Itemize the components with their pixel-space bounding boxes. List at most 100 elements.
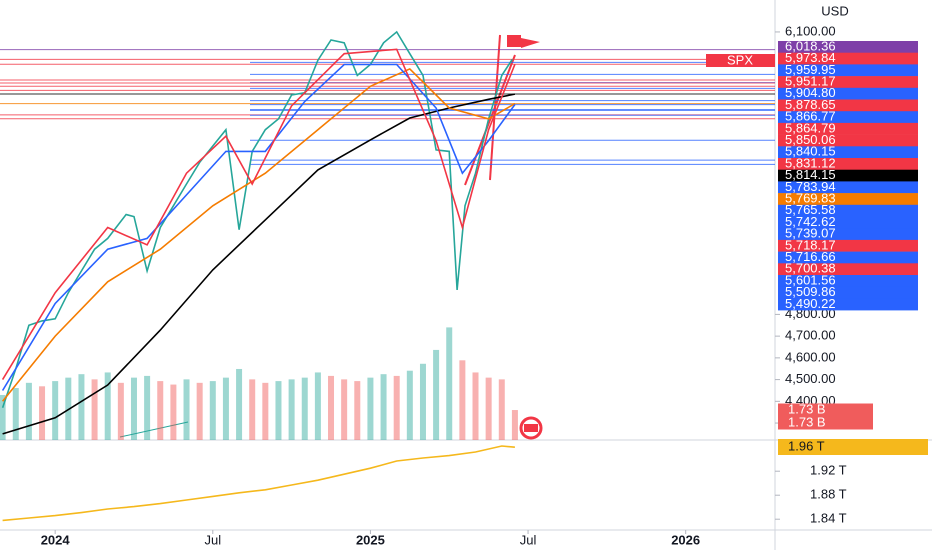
level-label: 5,973.84 [785,50,836,65]
level-badge [778,204,918,217]
symbol-badge [706,54,775,67]
level-badge [778,134,918,147]
level-label: 5,850.06 [785,132,836,147]
level-badge [778,76,918,89]
level-label: 5,783.94 [785,179,836,194]
level-label: 5,904.80 [785,85,836,100]
volume-bar [249,379,256,440]
level-badge [778,275,918,287]
volume-bar [52,381,59,440]
level-label: 5,864.79 [785,120,836,135]
level-label: 5,765.58 [785,202,836,217]
price-line [1,67,516,402]
volume-bar [262,382,269,440]
volume-bar [419,363,426,440]
flag-icon [507,35,521,47]
volume-bar [170,384,177,440]
currency-label: USD [821,3,848,18]
volume-label: 1.73 B [788,401,826,416]
level-label: 5,814.15 [785,167,836,182]
volume-bar [236,368,243,440]
level-badge [778,111,918,124]
volume-badge [778,416,873,430]
volume-bar [91,379,98,440]
volume-bar [144,375,151,440]
x-tick-label: Jul [520,532,537,547]
level-badge [778,251,918,264]
level-badge [778,298,918,311]
volume-bar [157,381,164,440]
volume-bar [472,372,479,440]
y-tick-label: 4,600.00 [785,349,836,364]
level-label: 5,959.95 [785,62,836,77]
volume-bar [433,349,440,440]
volume-bar [485,377,492,440]
x-tick-label: 2024 [41,532,71,547]
level-label: 6,018.36 [785,38,836,53]
volume-bar [406,370,413,440]
level-badge [778,158,918,170]
level-badge [778,181,918,194]
volume-bar [341,379,348,440]
symbol-label: SPX [727,52,753,67]
level-badge [778,228,918,241]
volume-label: 1.73 B [788,414,826,429]
volume-bar [183,379,190,440]
price-line [2,93,516,435]
value-badge [778,439,928,455]
level-badge [778,87,918,100]
volume-bar [498,379,505,440]
level-label: 5,742.62 [785,214,836,229]
y-tick-label: 1.92 T [810,463,847,478]
level-badge [778,146,918,159]
volume-bar [222,377,229,440]
volume-bar [196,382,203,440]
volume-bar [25,382,32,440]
volume-badge [778,403,873,417]
volume-bar [117,382,124,440]
price-line [1,30,513,409]
level-badge [778,122,918,135]
volume-bar [209,381,216,440]
level-label: 5,831.12 [785,155,836,170]
volume-bar [511,410,518,440]
volume-bar [288,379,295,440]
volume-bar [393,375,400,440]
y-tick-label: 1.88 T [810,487,847,502]
level-label: 5,769.83 [785,191,836,206]
trend-line [119,421,189,438]
level-badge [778,169,918,182]
price-line [1,48,516,381]
level-label: 5,878.65 [785,97,836,112]
x-tick-label: 2025 [356,532,385,547]
level-label: 5,866.77 [785,109,836,124]
level-badge [778,64,918,77]
level-badge [778,41,918,53]
volume-bar [78,374,85,440]
level-label: 5,509.86 [785,284,836,299]
y-tick-label: 4,500.00 [785,371,836,386]
volume-bar [12,388,19,440]
level-label: 5,716.66 [785,249,836,264]
level-badge [778,216,918,229]
volume-bar [367,377,374,440]
level-label: 5,490.22 [785,296,836,311]
level-label: 5,739.07 [785,226,836,241]
volume-bar [314,372,321,440]
value-label: 1.96 T [788,438,825,453]
level-badge [778,99,918,112]
level-label: 5,951.17 [785,74,836,89]
volume-bar [301,377,308,440]
trend-line [464,54,516,186]
y-tick-label: 1.84 T [810,511,847,526]
volume-bar [459,360,466,440]
x-tick-label: 2026 [671,532,700,547]
level-label: 5,601.56 [785,272,836,287]
level-badge [778,239,918,252]
volume-bar [354,381,361,440]
y-tick-label: 6,100.00 [785,23,836,38]
volume-bar [446,327,453,440]
level-badge [778,193,918,206]
